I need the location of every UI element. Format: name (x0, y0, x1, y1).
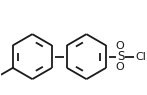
Text: O: O (116, 41, 125, 51)
Text: O: O (116, 62, 125, 72)
Text: Cl: Cl (136, 52, 147, 62)
Text: S: S (117, 50, 125, 63)
